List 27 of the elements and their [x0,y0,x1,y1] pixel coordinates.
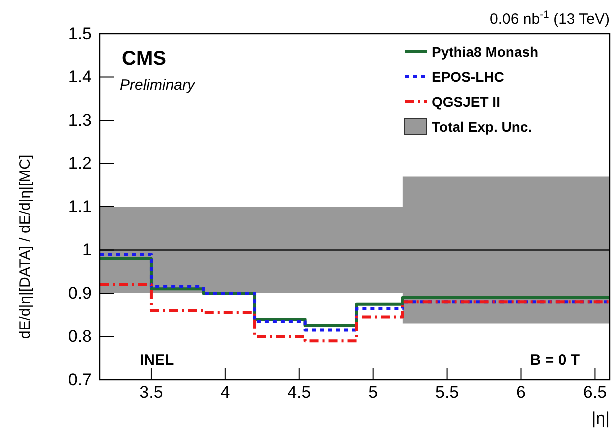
x-tick-label: 6.5 [583,383,608,402]
x-tick-label: 6 [516,383,526,402]
y-tick-label: 0.8 [68,327,92,346]
legend-label: EPOS-LHC [432,69,504,85]
annotation: Preliminary [120,77,197,94]
legend-label: Total Exp. Unc. [432,119,532,135]
x-tick-label: 3.5 [140,383,164,402]
y-tick-label: 1.2 [68,154,92,174]
x-axis-title: |η| [592,409,610,428]
annotation: INEL [140,352,174,369]
y-tick-label: 0.7 [68,370,92,390]
y-tick-label: 0.9 [68,284,92,303]
legend-label: Pythia8 Monash [432,44,539,60]
y-tick-label: 1.4 [68,68,92,87]
x-tick-label: 5.5 [435,383,460,402]
text: 0.06 nb$^{-1}$ (13 TeV) [490,9,610,28]
y-tick-label: 1 [82,240,92,260]
x-tick-label: 4.5 [288,383,312,402]
y-tick-label: 1.3 [68,110,92,130]
legend-label: QGSJET II [432,94,500,110]
annotation: CMS [122,48,166,70]
y-tick-label: 1.5 [68,24,92,44]
x-tick-label: 4 [220,383,230,402]
y-axis-title: dE/d|η|[DATA] / dE/d|η|[MC] [17,154,34,340]
y-tick-label: 1.1 [68,197,92,216]
annotation: B = 0 T [530,352,580,369]
x-tick-label: 5 [368,383,378,402]
